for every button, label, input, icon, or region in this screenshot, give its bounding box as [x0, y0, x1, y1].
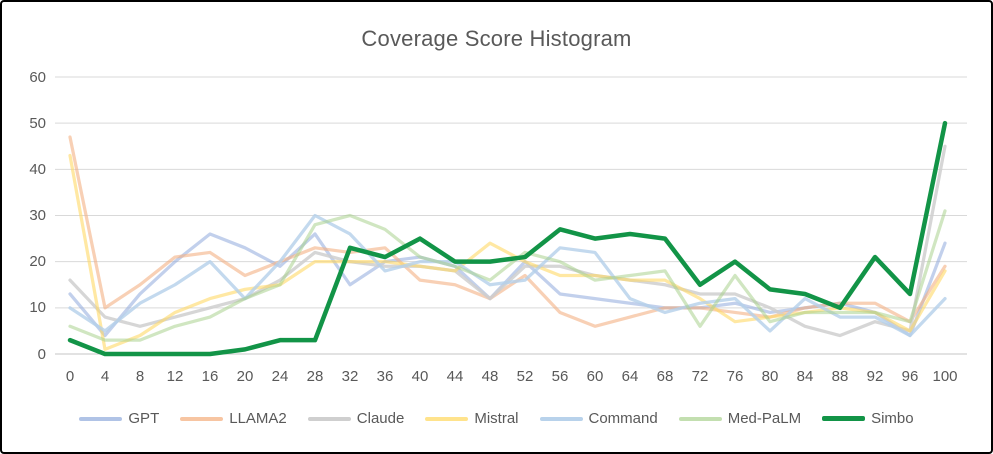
legend-label: Mistral	[474, 410, 519, 427]
legend-label: Claude	[356, 410, 405, 427]
x-tick-label: 84	[796, 368, 814, 385]
x-tick-label: 36	[376, 368, 394, 385]
y-tick-label: 30	[29, 207, 46, 224]
x-tick-label: 72	[691, 368, 709, 385]
x-tick-label: 48	[481, 368, 499, 385]
x-tick-label: 8	[135, 368, 145, 385]
x-tick-label: 68	[656, 368, 674, 385]
series-line-med-palm	[68, 209, 947, 342]
legend-label: GPT	[128, 410, 160, 427]
x-tick-label: 76	[726, 368, 744, 385]
x-tick-label: 60	[586, 368, 604, 385]
legend-item-mistral: Mistral	[425, 410, 519, 427]
y-tick-label: 20	[29, 253, 46, 271]
series-line-command	[68, 213, 947, 338]
x-tick-label: 4	[100, 368, 110, 385]
x-tick-label: 92	[866, 368, 884, 385]
y-tick-label: 40	[29, 160, 46, 178]
legend-swatch-icon	[425, 416, 469, 421]
legend-label: Simbo	[871, 410, 914, 427]
legend-item-command: Command	[539, 410, 658, 427]
legend-item-claude: Claude	[307, 410, 405, 427]
legend-swatch-icon	[678, 416, 722, 421]
legend-swatch-icon	[307, 416, 351, 421]
legend-item-llama2: LLAMA2	[180, 410, 287, 427]
legend-swatch-icon	[822, 416, 866, 421]
legend-label: LLAMA2	[229, 410, 287, 427]
legend-item-gpt: GPT	[79, 410, 159, 427]
x-tick-label: 28	[306, 368, 324, 385]
x-tick-label: 40	[411, 368, 429, 385]
legend-swatch-icon	[79, 416, 123, 421]
x-tick-label: 44	[446, 368, 464, 385]
x-tick-label: 56	[551, 368, 569, 385]
x-tick-label: 52	[516, 368, 534, 385]
series-line-llama2	[68, 135, 947, 328]
series-line-simbo	[67, 120, 948, 357]
x-tick-label: 16	[201, 368, 219, 385]
x-tick-label: 24	[271, 368, 289, 385]
y-tick-label: 50	[29, 114, 46, 132]
x-tick-label: 0	[65, 368, 75, 385]
legend-swatch-icon	[539, 416, 583, 421]
legend-item-med-palm: Med-PaLM	[678, 410, 802, 427]
legend-label: Command	[588, 410, 658, 427]
x-tick-label: 96	[901, 368, 919, 385]
legend-item-simbo: Simbo	[822, 410, 914, 427]
y-tick-label: 60	[29, 68, 46, 86]
x-tick-label: 100	[932, 368, 958, 385]
y-tick-label: 10	[29, 299, 46, 317]
x-tick-label: 80	[761, 368, 779, 385]
x-tick-label: 64	[621, 368, 639, 385]
legend-label: Med-PaLM	[727, 410, 802, 427]
y-tick-label: 0	[37, 345, 46, 363]
x-tick-label: 20	[236, 368, 254, 385]
legend-swatch-icon	[180, 416, 224, 421]
x-tick-label: 32	[341, 368, 359, 385]
x-tick-label: 88	[831, 368, 849, 385]
chart-legend: GPT LLAMA2 Claude Mistral Command Med-PaLM Sim…	[2, 410, 991, 427]
x-tick-label: 12	[166, 368, 184, 385]
chart-title: Coverage Score Histogram	[361, 26, 632, 51]
